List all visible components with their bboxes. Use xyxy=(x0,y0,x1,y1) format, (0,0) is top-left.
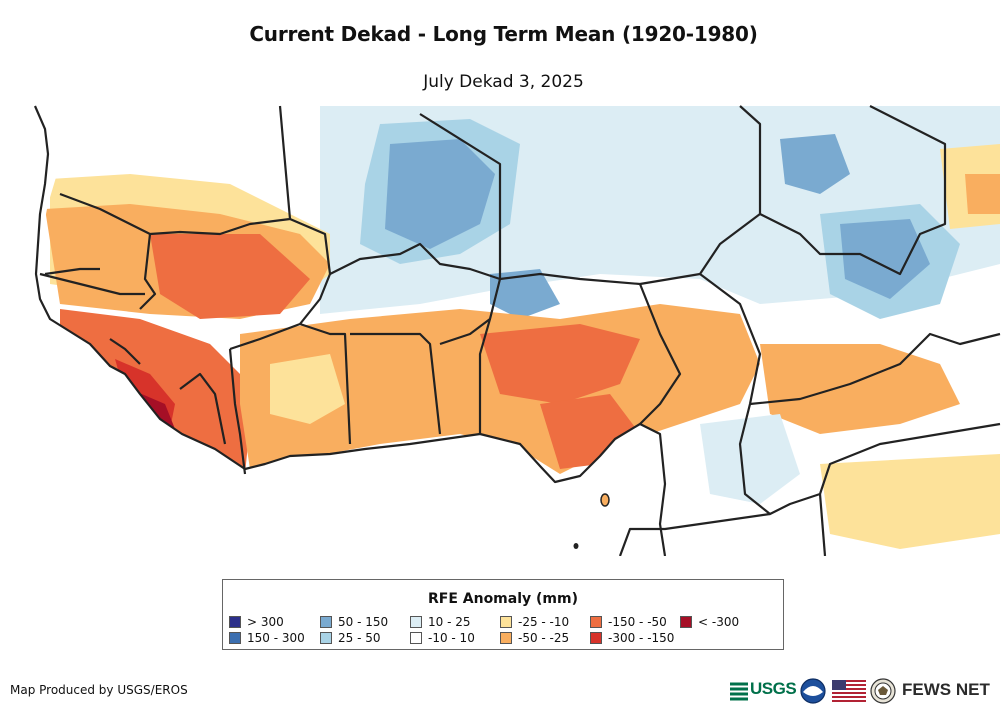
legend-swatch xyxy=(500,616,512,628)
legend-swatch xyxy=(590,632,602,644)
legend-label: 10 - 25 xyxy=(428,615,471,629)
anomaly-fields xyxy=(35,106,1007,556)
legend-swatch xyxy=(320,616,332,628)
legend-label: < -300 xyxy=(698,615,740,629)
legend-label: -300 - -150 xyxy=(608,631,675,645)
usgs-logo-icon xyxy=(730,682,748,701)
map-credit: Map Produced by USGS/EROS xyxy=(10,683,188,697)
legend-swatch xyxy=(229,632,241,644)
map-subtitle: July Dekad 3, 2025 xyxy=(423,72,584,92)
legend-swatch xyxy=(500,632,512,644)
legend-item: 50 - 150 xyxy=(320,616,388,629)
legend-swatch xyxy=(320,632,332,644)
legend-swatch xyxy=(410,632,422,644)
noaa-logo-icon xyxy=(800,678,826,704)
legend-label: -10 - 10 xyxy=(428,631,475,645)
country-borders xyxy=(33,105,1001,556)
legend-label: > 300 xyxy=(247,615,284,629)
legend-item: > 300 xyxy=(229,616,284,629)
map-title: Current Dekad - Long Term Mean (1920-198… xyxy=(249,22,758,46)
sao-tome-island xyxy=(573,543,579,549)
legend-swatch xyxy=(410,616,422,628)
legend-label: -25 - -10 xyxy=(518,615,570,629)
us-flag-icon xyxy=(832,680,866,702)
legend-item: -50 - -25 xyxy=(500,632,569,645)
fewsnet-wordmark: FEWS NET xyxy=(902,680,990,699)
usgs-wordmark: USGS xyxy=(750,679,797,698)
legend-label: -50 - -25 xyxy=(518,631,570,645)
legend-item: -150 - -50 xyxy=(590,616,667,629)
legend-swatch xyxy=(590,616,602,628)
legend-item: 25 - 50 xyxy=(320,632,381,645)
state-department-seal-icon xyxy=(870,678,896,704)
legend-item: -300 - -150 xyxy=(590,632,674,645)
legend-label: 50 - 150 xyxy=(338,615,389,629)
legend-label: 150 - 300 xyxy=(247,631,305,645)
legend-swatch xyxy=(680,616,692,628)
legend-label: 25 - 50 xyxy=(338,631,381,645)
legend-swatch xyxy=(229,616,241,628)
anomaly-map xyxy=(33,105,1007,556)
legend-item: < -300 xyxy=(680,616,739,629)
legend-item: -25 - -10 xyxy=(500,616,569,629)
legend-item: -10 - 10 xyxy=(410,632,475,645)
legend-item: 10 - 25 xyxy=(410,616,471,629)
legend: RFE Anomaly (mm) > 300 150 - 300 50 - 150 2… xyxy=(222,579,784,650)
legend-title: RFE Anomaly (mm) xyxy=(427,591,578,607)
bioko-island xyxy=(600,493,610,507)
legend-item: 150 - 300 xyxy=(229,632,305,645)
legend-label: -150 - -50 xyxy=(608,615,667,629)
logos: USGS FEWS NET xyxy=(730,676,1000,704)
